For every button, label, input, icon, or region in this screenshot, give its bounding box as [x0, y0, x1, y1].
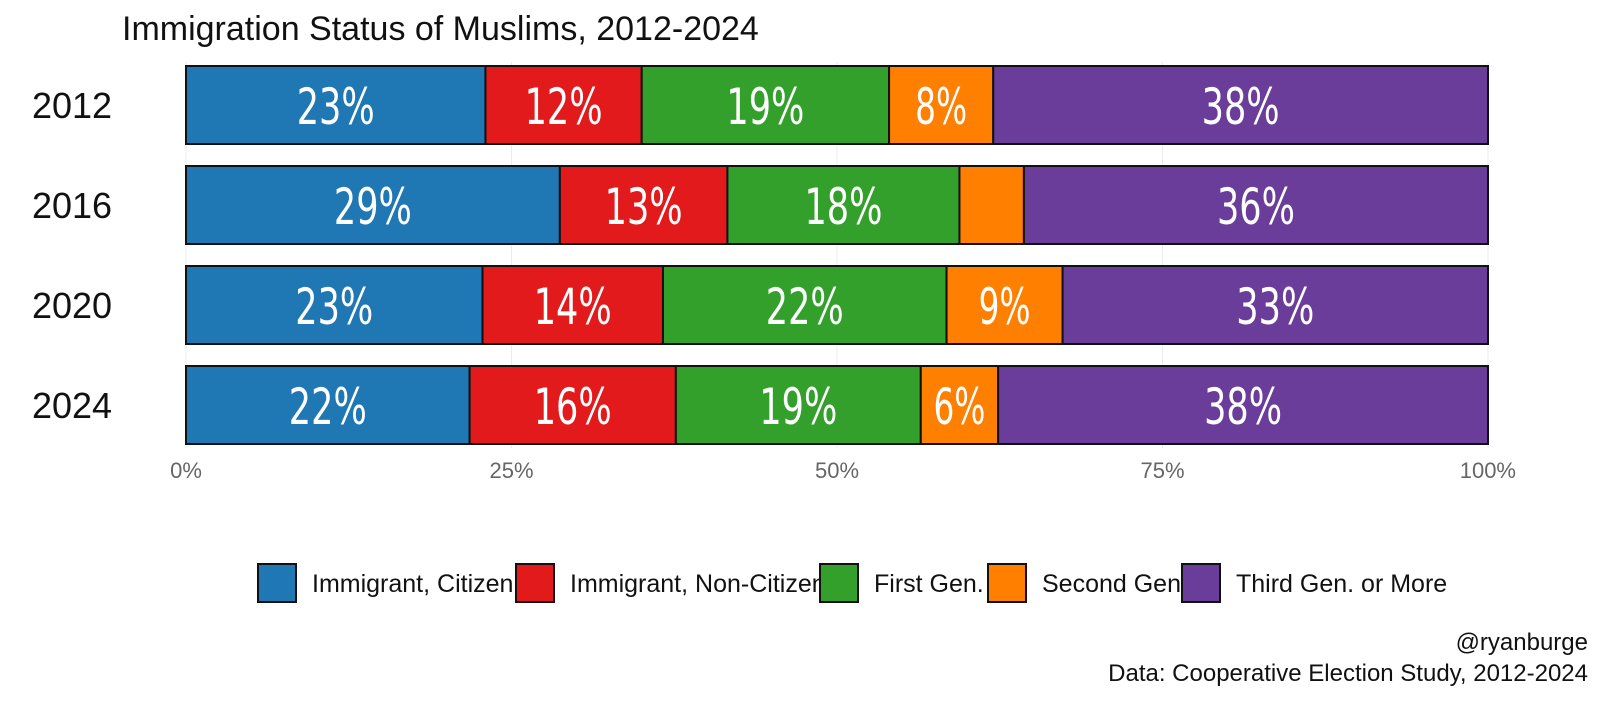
- y-tick-label: 2020: [32, 285, 112, 326]
- x-tick-label: 0%: [170, 458, 202, 483]
- data-label: 16%: [534, 378, 612, 436]
- data-label: 18%: [804, 178, 882, 236]
- data-label: 12%: [525, 78, 603, 136]
- bar-segment: [1061, 265, 1490, 345]
- x-tick-label: 75%: [1140, 458, 1184, 483]
- bar-segment: [185, 65, 487, 145]
- bar-segment: [997, 365, 1489, 445]
- legend: Immigrant, Citizen Immigrant, Non-Citizen…: [257, 563, 1447, 603]
- legend-swatch: [987, 563, 1027, 603]
- legend-swatch: [515, 563, 555, 603]
- data-label: 19%: [759, 378, 837, 436]
- bar-segment: [1022, 165, 1489, 245]
- legend-swatch: [819, 563, 859, 603]
- x-tick-label: 25%: [489, 458, 533, 483]
- bar-segment: [958, 165, 1025, 245]
- data-label: 9%: [979, 278, 1031, 336]
- bar-segment: [468, 365, 677, 445]
- data-label: 8%: [915, 78, 967, 136]
- legend-label: Third Gen. or More: [1236, 570, 1447, 598]
- y-tick-label: 2012: [32, 85, 112, 126]
- legend-label: Immigrant, Non-Citizen: [570, 570, 826, 598]
- bar-segment: [185, 365, 471, 445]
- legend-swatch: [257, 563, 297, 603]
- data-label: 23%: [297, 78, 375, 136]
- data-label: 19%: [726, 78, 804, 136]
- data-label: 38%: [1202, 78, 1280, 136]
- data-label: 6%: [933, 378, 985, 436]
- legend-label: Second Gen.: [1042, 570, 1188, 598]
- data-label: 29%: [334, 178, 412, 236]
- bar-segment: [484, 65, 643, 145]
- bar-segment: [674, 365, 922, 445]
- bar-segment: [481, 265, 664, 345]
- data-label: 14%: [534, 278, 612, 336]
- chart-title: Immigration Status of Muslims, 2012-2024: [122, 10, 759, 48]
- credit-text: @ryanburge: [1456, 629, 1588, 656]
- data-label: 36%: [1217, 178, 1295, 236]
- data-label: 22%: [289, 378, 367, 436]
- y-tick-label: 2024: [32, 385, 112, 426]
- legend-label: First Gen.: [874, 570, 984, 598]
- data-label: 22%: [766, 278, 844, 336]
- data-label: 13%: [605, 178, 683, 236]
- bar-segment: [992, 65, 1489, 145]
- y-tick-label: 2016: [32, 185, 112, 226]
- x-tick-label: 100%: [1460, 458, 1516, 483]
- data-label: 23%: [295, 278, 373, 336]
- bar-segment: [185, 165, 561, 245]
- x-axis-ticks: 0% 25% 50% 75% 100%: [170, 458, 1516, 483]
- legend-swatch: [1181, 563, 1221, 603]
- source-text: Data: Cooperative Election Study, 2012-2…: [1108, 660, 1588, 687]
- bar-segment: [185, 265, 484, 345]
- y-axis-labels: 2012 2016 2020 2024: [32, 85, 112, 426]
- x-tick-label: 50%: [815, 458, 859, 483]
- bar-segment: [558, 165, 729, 245]
- bar-segment: [726, 165, 961, 245]
- bar-segment: [945, 265, 1064, 345]
- bars: 23% 12% 19% 8% 38% 29% 13% 18% 36% 23% 14% 22% 9% 33%…: [185, 65, 1490, 445]
- legend-label: Immigrant, Citizen: [312, 570, 513, 598]
- data-label: 33%: [1236, 278, 1314, 336]
- data-label: 38%: [1204, 378, 1282, 436]
